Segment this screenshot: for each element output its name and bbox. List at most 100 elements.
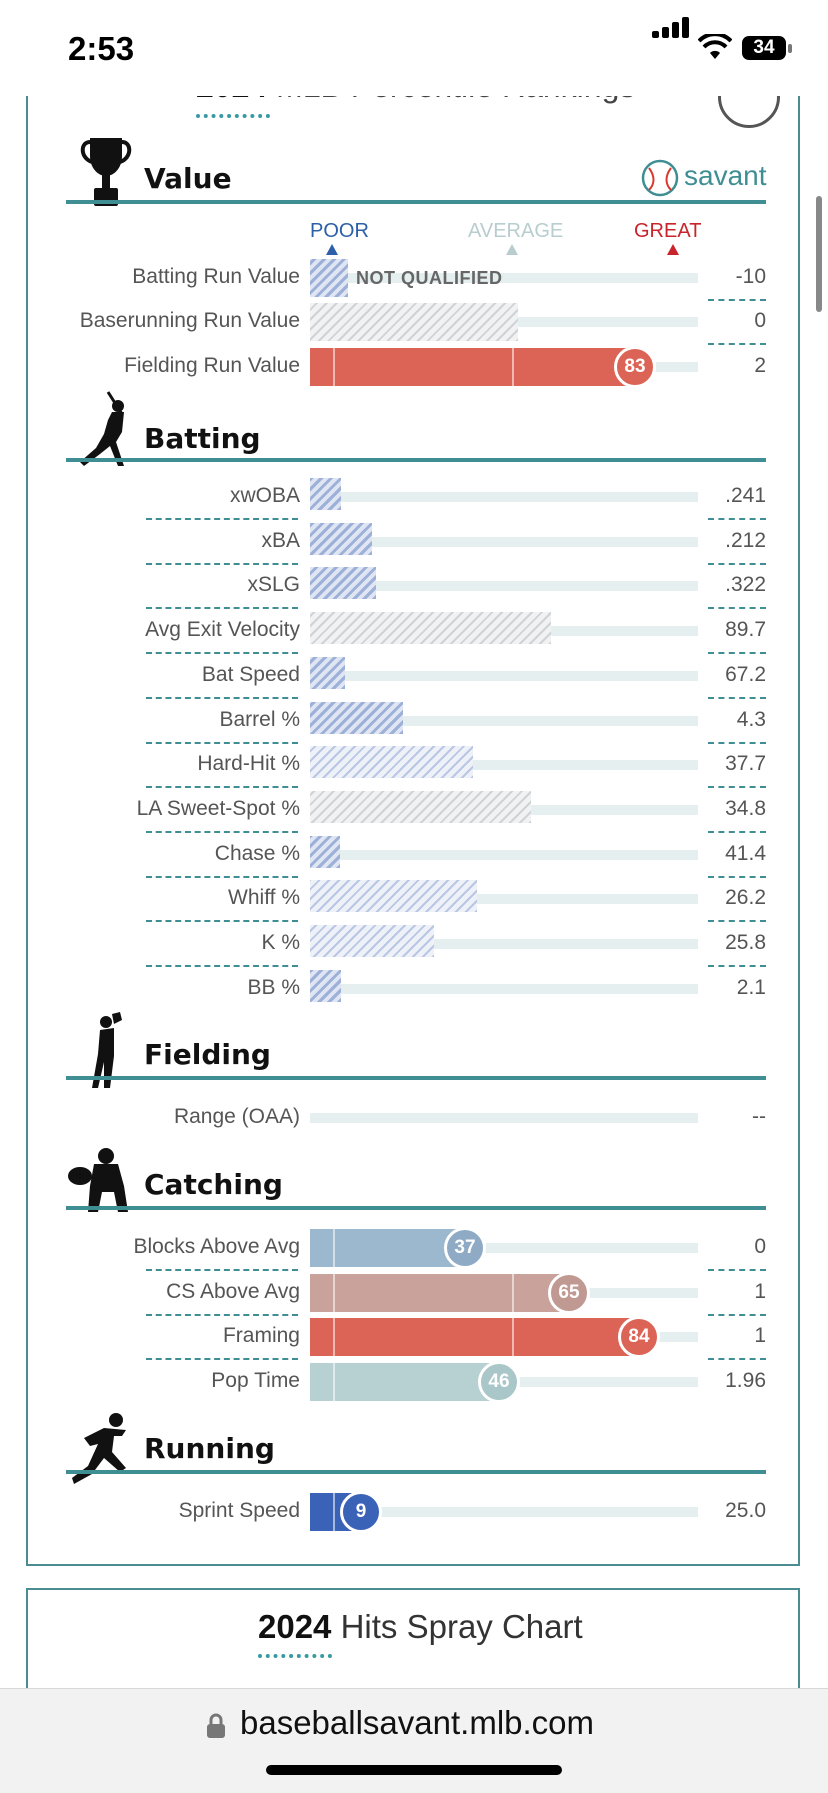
section-divider [66, 1206, 766, 1210]
metric-value: 67.2 [725, 663, 766, 686]
metric-label: Batting Run Value [132, 265, 300, 288]
percentile-bubble[interactable]: 46 [478, 1361, 520, 1403]
trophy-icon [80, 138, 132, 206]
fielder-icon [92, 1012, 122, 1088]
section-title-batting: Batting [144, 422, 261, 455]
percentile-bar[interactable] [310, 880, 477, 912]
average-marker-icon [506, 244, 518, 255]
battery-icon: 34 [742, 36, 786, 60]
metric-value: 89.7 [725, 618, 766, 641]
percentile-rankings-card [26, 96, 800, 1566]
metric-label: CS Above Avg [166, 1280, 300, 1303]
clock: 2:53 [68, 30, 135, 67]
metric-label: K % [261, 931, 300, 954]
home-indicator[interactable] [266, 1765, 562, 1775]
percentile-bar[interactable] [310, 523, 372, 555]
section-title-value: Value [144, 162, 232, 195]
percentile-bar[interactable] [310, 925, 434, 957]
metric-value: 0 [754, 309, 766, 332]
catcher-icon [68, 1148, 128, 1212]
metric-value: .322 [725, 573, 766, 596]
percentile-bar[interactable] [310, 348, 634, 386]
metric-label: Sprint Speed [178, 1499, 300, 1522]
percentile-bar[interactable] [310, 836, 340, 868]
metric-value: -10 [735, 265, 766, 288]
metric-value: 25.0 [725, 1499, 766, 1522]
metric-value: 1 [754, 1324, 766, 1347]
percentile-bar[interactable] [310, 567, 376, 599]
metric-value: 41.4 [725, 842, 766, 865]
wifi-icon [698, 34, 732, 59]
metric-value: -- [752, 1105, 766, 1128]
metric-label: Pop Time [211, 1369, 300, 1392]
metric-value: 25.8 [725, 931, 766, 954]
percentile-bar[interactable] [310, 303, 518, 341]
great-marker-icon [667, 244, 679, 255]
metric-value: 2.1 [736, 976, 766, 999]
section-divider [66, 200, 766, 204]
metric-value: 1.96 [725, 1369, 766, 1392]
metric-label: Blocks Above Avg [133, 1235, 300, 1258]
metric-label: Baserunning Run Value [79, 309, 300, 332]
metric-label: Hard-Hit % [197, 752, 300, 775]
metric-value: 0 [754, 1235, 766, 1258]
scale-poor-label: POOR [310, 220, 369, 242]
percentile-bar[interactable] [310, 702, 403, 734]
metric-label: BB % [247, 976, 300, 999]
section-title-running: Running [144, 1432, 275, 1465]
scale-average-label: AVERAGE [468, 220, 564, 242]
spray-chart-title: 2024 Hits Spray Chart [258, 1608, 583, 1645]
metric-value: 34.8 [725, 797, 766, 820]
section-title-catching: Catching [144, 1168, 283, 1201]
percentile-bar[interactable] [310, 612, 551, 644]
percentile-bar[interactable] [310, 746, 473, 778]
percentile-bar[interactable] [310, 970, 341, 1002]
percentile-bubble[interactable]: 9 [340, 1491, 382, 1533]
metric-label: xwOBA [229, 484, 300, 507]
scrollbar[interactable] [816, 196, 822, 312]
poor-marker-icon [326, 244, 338, 255]
metric-label: Avg Exit Velocity [145, 618, 300, 641]
metric-value: .241 [725, 484, 766, 507]
metric-label: LA Sweet-Spot % [136, 797, 300, 820]
metric-label: Chase % [214, 842, 300, 865]
metric-value: .212 [725, 529, 766, 552]
status-bar: 2:53 34 [0, 0, 828, 96]
percentile-bubble[interactable]: 83 [614, 346, 656, 388]
percentile-bar[interactable] [310, 791, 531, 823]
url-text[interactable]: baseballsavant.mlb.com [240, 1704, 595, 1741]
metric-value: 4.3 [736, 708, 766, 731]
metric-value: 2 [754, 354, 766, 377]
metric-label: Range (OAA) [173, 1105, 300, 1128]
metric-label: Fielding Run Value [124, 354, 300, 377]
percentile-bar[interactable] [310, 1274, 568, 1312]
runner-icon [72, 1413, 126, 1484]
percentile-bar[interactable] [310, 1229, 464, 1267]
metric-label: Barrel % [219, 708, 300, 731]
percentile-bar[interactable] [310, 1318, 638, 1356]
percentile-bar[interactable] [310, 478, 341, 510]
savant-brand[interactable]: savant [684, 160, 767, 191]
not-qualified-label: NOT QUALIFIED [356, 268, 503, 288]
lock-icon [207, 1713, 225, 1738]
percentile-bubble[interactable]: 37 [444, 1227, 486, 1269]
scale-great-label: GREAT [634, 220, 702, 242]
section-divider [66, 1470, 766, 1474]
metric-value: 26.2 [725, 886, 766, 909]
metric-label: Bat Speed [201, 663, 300, 686]
metric-value: 1 [754, 1280, 766, 1303]
section-title-fielding: Fielding [144, 1038, 271, 1071]
metric-label: Framing [222, 1324, 300, 1347]
percentile-bar[interactable] [310, 1363, 498, 1401]
percentile-bubble[interactable]: 65 [548, 1272, 590, 1314]
metric-label: xSLG [247, 573, 300, 596]
percentile-bubble[interactable]: 84 [618, 1316, 660, 1358]
section-divider [66, 458, 766, 462]
percentile-bar[interactable] [310, 259, 348, 297]
batter-icon [80, 391, 124, 466]
percentile-bar[interactable] [310, 657, 345, 689]
browser-address-bar[interactable] [0, 1688, 828, 1793]
section-divider [66, 1076, 766, 1080]
metric-label: xBA [261, 529, 300, 552]
savant-logo-icon[interactable] [640, 158, 680, 198]
